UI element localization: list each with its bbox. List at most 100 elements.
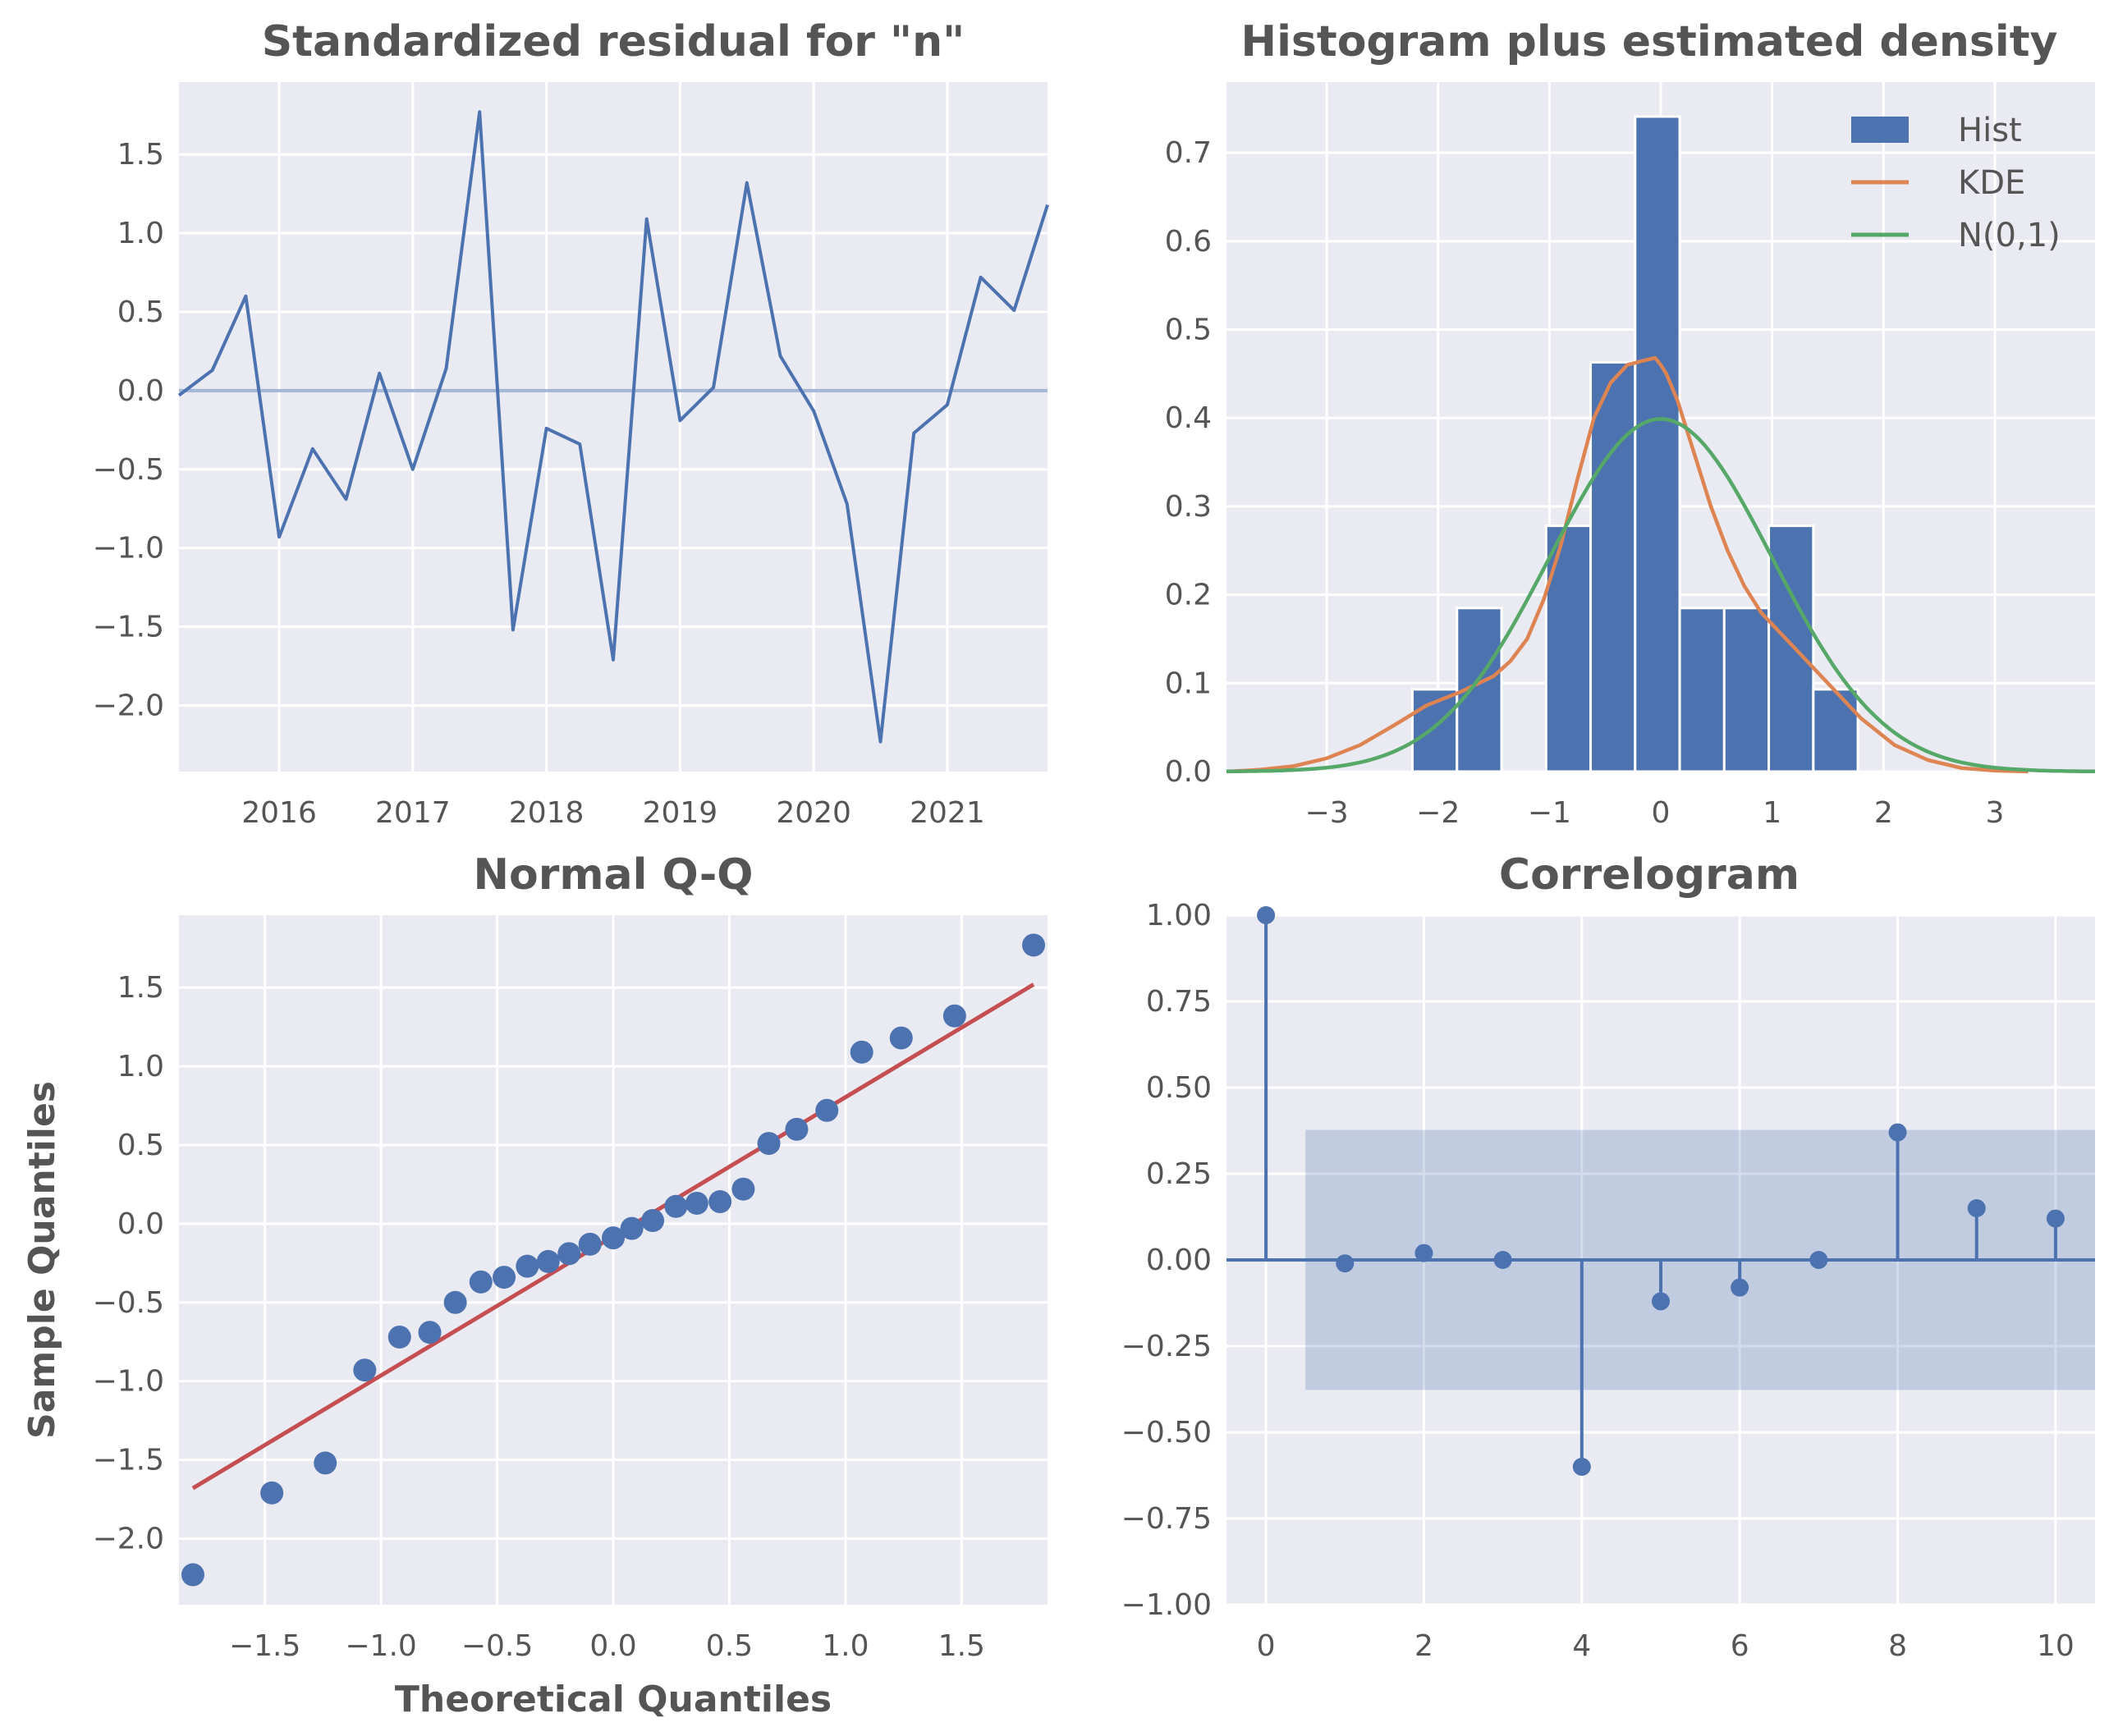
x-tick-label: 8 bbox=[1888, 1629, 1907, 1663]
residual-panel: Standardized residual for "n" −2.0 −1.5 −1… bbox=[93, 17, 1049, 830]
y-tick-label: 0.4 bbox=[1165, 401, 1212, 435]
y-tick-label: 1.0 bbox=[117, 217, 164, 250]
y-tick-label: 0.0 bbox=[1165, 755, 1212, 789]
y-tick-label: −2.0 bbox=[93, 689, 164, 722]
x-tick-label: 0 bbox=[1652, 796, 1671, 830]
x-tick-label: 10 bbox=[2037, 1629, 2075, 1663]
qq-point bbox=[181, 1563, 204, 1587]
qq-point bbox=[536, 1249, 560, 1273]
x-tick-label: 2018 bbox=[509, 796, 585, 830]
qq-point bbox=[731, 1177, 755, 1201]
acf-marker bbox=[1414, 1244, 1433, 1262]
histogram-bar bbox=[1589, 360, 1637, 773]
qq-point bbox=[620, 1216, 644, 1240]
histogram-bar bbox=[1812, 688, 1859, 773]
histogram-bar bbox=[1678, 607, 1726, 773]
qq-point bbox=[942, 1004, 966, 1028]
histogram-panel: Histogram plus estimated density 0.0 0.1 0… bbox=[1165, 17, 2096, 830]
y-tick-label: 0.1 bbox=[1165, 666, 1212, 700]
histogram-title: Histogram plus estimated density bbox=[1241, 17, 2058, 66]
normal-density-curve bbox=[1226, 417, 2096, 774]
x-tick-label: 2019 bbox=[643, 796, 718, 830]
y-tick-label: 0.25 bbox=[1146, 1157, 1212, 1191]
legend-swatch-hist bbox=[1851, 117, 1909, 143]
x-tick-label: 0.5 bbox=[706, 1629, 753, 1663]
x-tick-label: −1.0 bbox=[345, 1629, 416, 1663]
y-tick-label: −2.0 bbox=[93, 1522, 164, 1555]
residual-series-line bbox=[177, 110, 1049, 744]
qq-point bbox=[889, 1026, 913, 1050]
y-tick-label: −0.5 bbox=[93, 1286, 164, 1320]
acf-marker bbox=[1809, 1251, 1828, 1269]
x-tick-label: 1 bbox=[1763, 796, 1781, 830]
y-tick-label: −0.5 bbox=[93, 453, 164, 487]
y-tick-label: 0.0 bbox=[117, 374, 164, 408]
y-tick-label: 0.5 bbox=[117, 1129, 164, 1162]
qq-point bbox=[443, 1290, 467, 1314]
y-tick-label: −1.0 bbox=[93, 1365, 164, 1399]
y-tick-label: −1.0 bbox=[93, 532, 164, 566]
qq-point bbox=[557, 1242, 581, 1266]
y-tick-label: 0.3 bbox=[1165, 490, 1212, 524]
qq-y-axis-label: Sample Quantiles bbox=[21, 1081, 63, 1439]
x-tick-label: 2020 bbox=[776, 796, 851, 830]
qq-point bbox=[578, 1232, 602, 1256]
x-tick-label: 1.5 bbox=[938, 1629, 985, 1663]
legend-label-kde: KDE bbox=[1958, 164, 2025, 202]
histogram-bar bbox=[1722, 607, 1771, 773]
x-tick-label: −2 bbox=[1416, 796, 1460, 830]
qq-point bbox=[641, 1209, 665, 1233]
legend-label-normal: N(0,1) bbox=[1958, 217, 2061, 254]
histogram-bar bbox=[1544, 524, 1593, 773]
qq-point bbox=[493, 1266, 516, 1289]
qq-point bbox=[708, 1190, 732, 1214]
legend: Hist KDE N(0,1) bbox=[1851, 112, 2061, 254]
x-tick-label: 0.0 bbox=[589, 1629, 636, 1663]
x-tick-label: 2017 bbox=[375, 796, 451, 830]
y-tick-label: 0.0 bbox=[117, 1207, 164, 1241]
qq-point bbox=[469, 1270, 493, 1294]
acf-marker bbox=[1572, 1458, 1591, 1476]
y-tick-label: 1.5 bbox=[117, 138, 164, 172]
legend-label-hist: Hist bbox=[1958, 112, 2022, 149]
x-tick-label: 2 bbox=[1874, 796, 1893, 830]
y-tick-label: −1.00 bbox=[1121, 1588, 1212, 1622]
x-tick-label: 2021 bbox=[910, 796, 985, 830]
acf-marker bbox=[1652, 1292, 1670, 1311]
x-tick-label: 4 bbox=[1572, 1629, 1591, 1663]
x-tick-label: −0.5 bbox=[461, 1629, 533, 1663]
acf-marker bbox=[1731, 1278, 1749, 1297]
histogram-bar bbox=[1634, 115, 1681, 773]
acf-marker bbox=[1888, 1123, 1907, 1142]
x-tick-label: 2 bbox=[1414, 1629, 1433, 1663]
qq-point bbox=[757, 1132, 781, 1156]
qq-x-axis-label: Theoretical Quantiles bbox=[395, 1679, 832, 1720]
x-tick-label: −1.5 bbox=[229, 1629, 300, 1663]
x-tick-label: −1 bbox=[1528, 796, 1571, 830]
x-tick-label: 3 bbox=[1985, 796, 2004, 830]
qq-point bbox=[815, 1098, 839, 1122]
acf-marker bbox=[1257, 906, 1276, 924]
y-tick-label: −0.50 bbox=[1121, 1416, 1212, 1450]
y-tick-label: −0.25 bbox=[1121, 1330, 1212, 1363]
acf-marker bbox=[1967, 1199, 1986, 1217]
qq-point bbox=[850, 1040, 873, 1064]
y-tick-label: −1.5 bbox=[93, 611, 164, 644]
y-tick-label: 1.5 bbox=[117, 971, 164, 1005]
x-tick-label: 2016 bbox=[241, 796, 317, 830]
qq-panel: Normal Q-Q Theoretical Quantiles Sample … bbox=[21, 850, 1048, 1720]
qq-point bbox=[602, 1226, 625, 1250]
residual-title: Standardized residual for "n" bbox=[262, 17, 965, 66]
y-tick-label: 0.6 bbox=[1165, 225, 1212, 259]
acf-marker bbox=[1493, 1251, 1512, 1269]
acf-marker bbox=[1336, 1254, 1355, 1273]
acf-marker bbox=[2046, 1209, 2065, 1228]
qq-point bbox=[260, 1481, 284, 1505]
y-tick-label: 0.5 bbox=[1165, 314, 1212, 347]
x-tick-label: 6 bbox=[1731, 1629, 1749, 1663]
qq-point bbox=[516, 1254, 539, 1278]
y-tick-label: 0.00 bbox=[1146, 1244, 1212, 1277]
kde-curve bbox=[1226, 355, 2029, 774]
x-tick-label: −3 bbox=[1305, 796, 1349, 830]
